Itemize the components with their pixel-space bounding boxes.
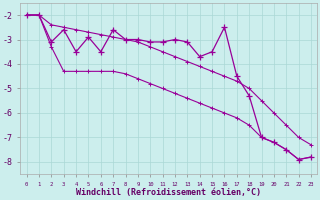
- X-axis label: Windchill (Refroidissement éolien,°C): Windchill (Refroidissement éolien,°C): [76, 188, 261, 197]
